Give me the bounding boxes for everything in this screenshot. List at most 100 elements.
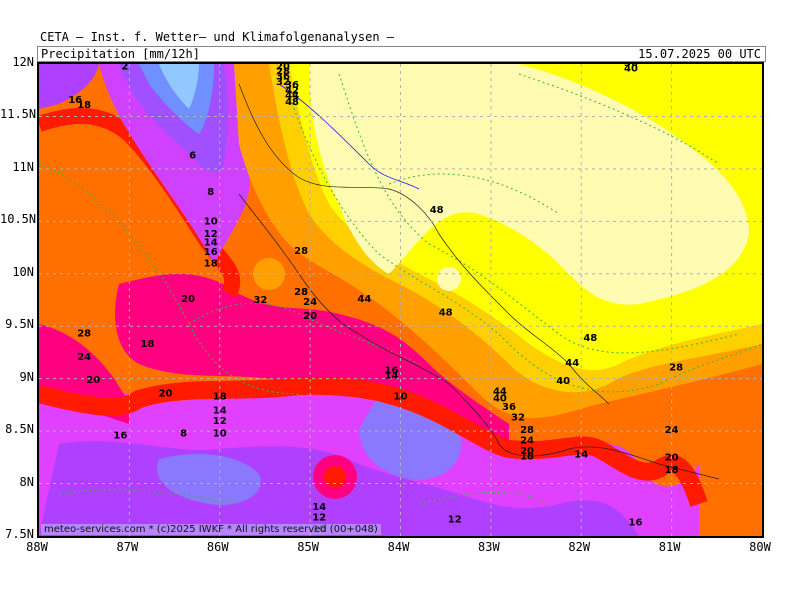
- contour-value-label: 24: [77, 352, 91, 363]
- contour-value-label: 16: [113, 430, 127, 441]
- contour-line: [288, 93, 762, 393]
- chart-title: CETA — Inst. f. Wetter— und Klimafolgena…: [40, 30, 395, 44]
- contour-value-label: 20: [303, 311, 317, 322]
- field-lightblue-nw: [159, 64, 199, 109]
- contour-value-label: 28: [294, 246, 308, 257]
- contour-line: [58, 489, 240, 505]
- contour-value-label: 24: [303, 297, 317, 308]
- subtitle-bar: Precipitation [mm/12h] 15.07.2025 00 UTC: [37, 46, 766, 62]
- contour-value-label: 18: [665, 465, 679, 476]
- field-magenta-west: [115, 274, 509, 444]
- contour-value-label: 28: [294, 287, 308, 298]
- contour-value-label: 28: [520, 425, 534, 436]
- lake-outline: [278, 83, 420, 190]
- longitude-tick-label: 83W: [478, 540, 500, 554]
- contour-value-label: 28: [276, 66, 290, 77]
- contour-value-label: 24: [665, 425, 679, 436]
- contour-value-label: 20: [159, 388, 173, 399]
- contour-value-label: 36: [502, 402, 516, 413]
- contour-value-label: 18: [520, 451, 534, 462]
- contour-value-label: 18: [140, 339, 154, 350]
- field-high-32: [253, 258, 285, 290]
- parameter-label: Precipitation [mm/12h]: [41, 47, 200, 61]
- latitude-tick-label: 9N: [19, 369, 34, 384]
- contour-value-label: 16: [385, 365, 399, 376]
- field-high-48: [437, 267, 461, 291]
- contour-value-label: 44: [493, 386, 507, 397]
- field-lightyellow: [309, 64, 749, 305]
- longitude-tick-label: 84W: [387, 540, 410, 554]
- latitude-tick-label: 8N: [19, 474, 34, 489]
- contour-value-label: 12: [312, 512, 326, 523]
- contour-value-label: 8: [207, 187, 214, 198]
- precipitation-map: 2 16 18 6 8 10 12 14 16 18 20 32 28 28 24 20 44 48 48 48 44 4…: [37, 62, 764, 538]
- contour-value-label: 20: [86, 375, 100, 386]
- contour-value-label: 12: [213, 416, 227, 427]
- field-blue-south-2: [157, 454, 261, 505]
- contour-value-label: 44: [357, 294, 371, 305]
- copyright-footer: meteo-services.com * (c)2025 IWKF * All …: [41, 524, 381, 535]
- contour-value-label: 36: [276, 72, 290, 83]
- contour-value-label: 14: [385, 371, 399, 382]
- contour-value-label: 42: [285, 85, 299, 96]
- longitude-tick-label: 85W: [297, 540, 319, 554]
- contour-value-label: 28: [77, 329, 91, 340]
- contour-value-label: 40: [493, 394, 507, 405]
- contour-value-label: 18: [204, 258, 218, 269]
- contour-value-label: 32: [511, 413, 525, 424]
- contour-value-label: 10: [394, 392, 408, 403]
- contour-value-label: 12: [448, 514, 462, 525]
- contour-value-label: 20: [520, 446, 534, 457]
- contour-value-label: 14: [213, 405, 227, 416]
- contour-value-label: 36: [285, 80, 299, 91]
- field-red-rim: [39, 376, 708, 507]
- latitude-tick-label: 10.5N: [0, 212, 37, 227]
- contour-value-label: 20: [665, 452, 679, 463]
- contour-value-label: 20: [181, 294, 195, 305]
- contour-value-label: 32: [253, 295, 267, 306]
- longitude-tick-label: 87W: [116, 540, 139, 554]
- latitude-tick-label: 8.5N: [5, 422, 34, 437]
- contour-value-label: 32: [276, 77, 290, 88]
- contour-value-label: 48: [285, 97, 299, 108]
- latitude-tick-label: 9.5N: [5, 317, 34, 332]
- longitude-tick-label: 81W: [658, 540, 681, 554]
- contour-value-label: 8: [180, 428, 187, 439]
- contour-value-label: 16: [68, 95, 82, 106]
- contour-value-label: 18: [77, 100, 91, 111]
- contour-value-label: 44: [285, 91, 299, 102]
- latitude-tick-label: 10N: [12, 264, 34, 279]
- longitude-tick-label: 80W: [749, 540, 771, 554]
- latitude-tick-label: 11N: [12, 159, 34, 174]
- latitude-tick-label: 12N: [12, 55, 34, 69]
- longitude-tick-label: 86W: [206, 540, 229, 554]
- field-purple-tl: [39, 64, 99, 109]
- contour-value-label: 12: [204, 229, 218, 240]
- contour-value-label: 2: [121, 64, 128, 72]
- contour-value-label: 40: [556, 376, 570, 387]
- contour-value-label: 16: [629, 518, 643, 529]
- contour-value-label: 14: [204, 237, 218, 248]
- contour-value-label: 10: [213, 428, 227, 439]
- timestamp-label: 15.07.2025 00 UTC: [638, 47, 761, 61]
- contour-value-label: 14: [312, 502, 326, 513]
- contour-value-label: 48: [430, 205, 444, 216]
- contour-value-label: 40: [624, 64, 638, 74]
- latitude-tick-label: 11.5N: [0, 107, 37, 122]
- longitude-tick-label: 82W: [568, 540, 591, 554]
- contour-value-label: 44: [565, 358, 579, 369]
- latitude-tick-label: 7.5N: [5, 527, 34, 541]
- contour-value-label: 18: [213, 392, 227, 403]
- contour-value-label: 36: [624, 64, 638, 69]
- contour-value-label: 16: [204, 247, 218, 258]
- contour-value-label: 24: [520, 436, 534, 447]
- contour-value-label: 48: [583, 333, 597, 344]
- contour-line: [518, 73, 720, 165]
- contour-value-label: 6: [189, 150, 196, 161]
- contour-line: [338, 73, 740, 354]
- contour-line: [418, 491, 550, 505]
- contour-value-label: 28: [669, 362, 683, 373]
- contour-value-label: 14: [574, 449, 588, 460]
- longitude-tick-label: 88W: [26, 540, 48, 554]
